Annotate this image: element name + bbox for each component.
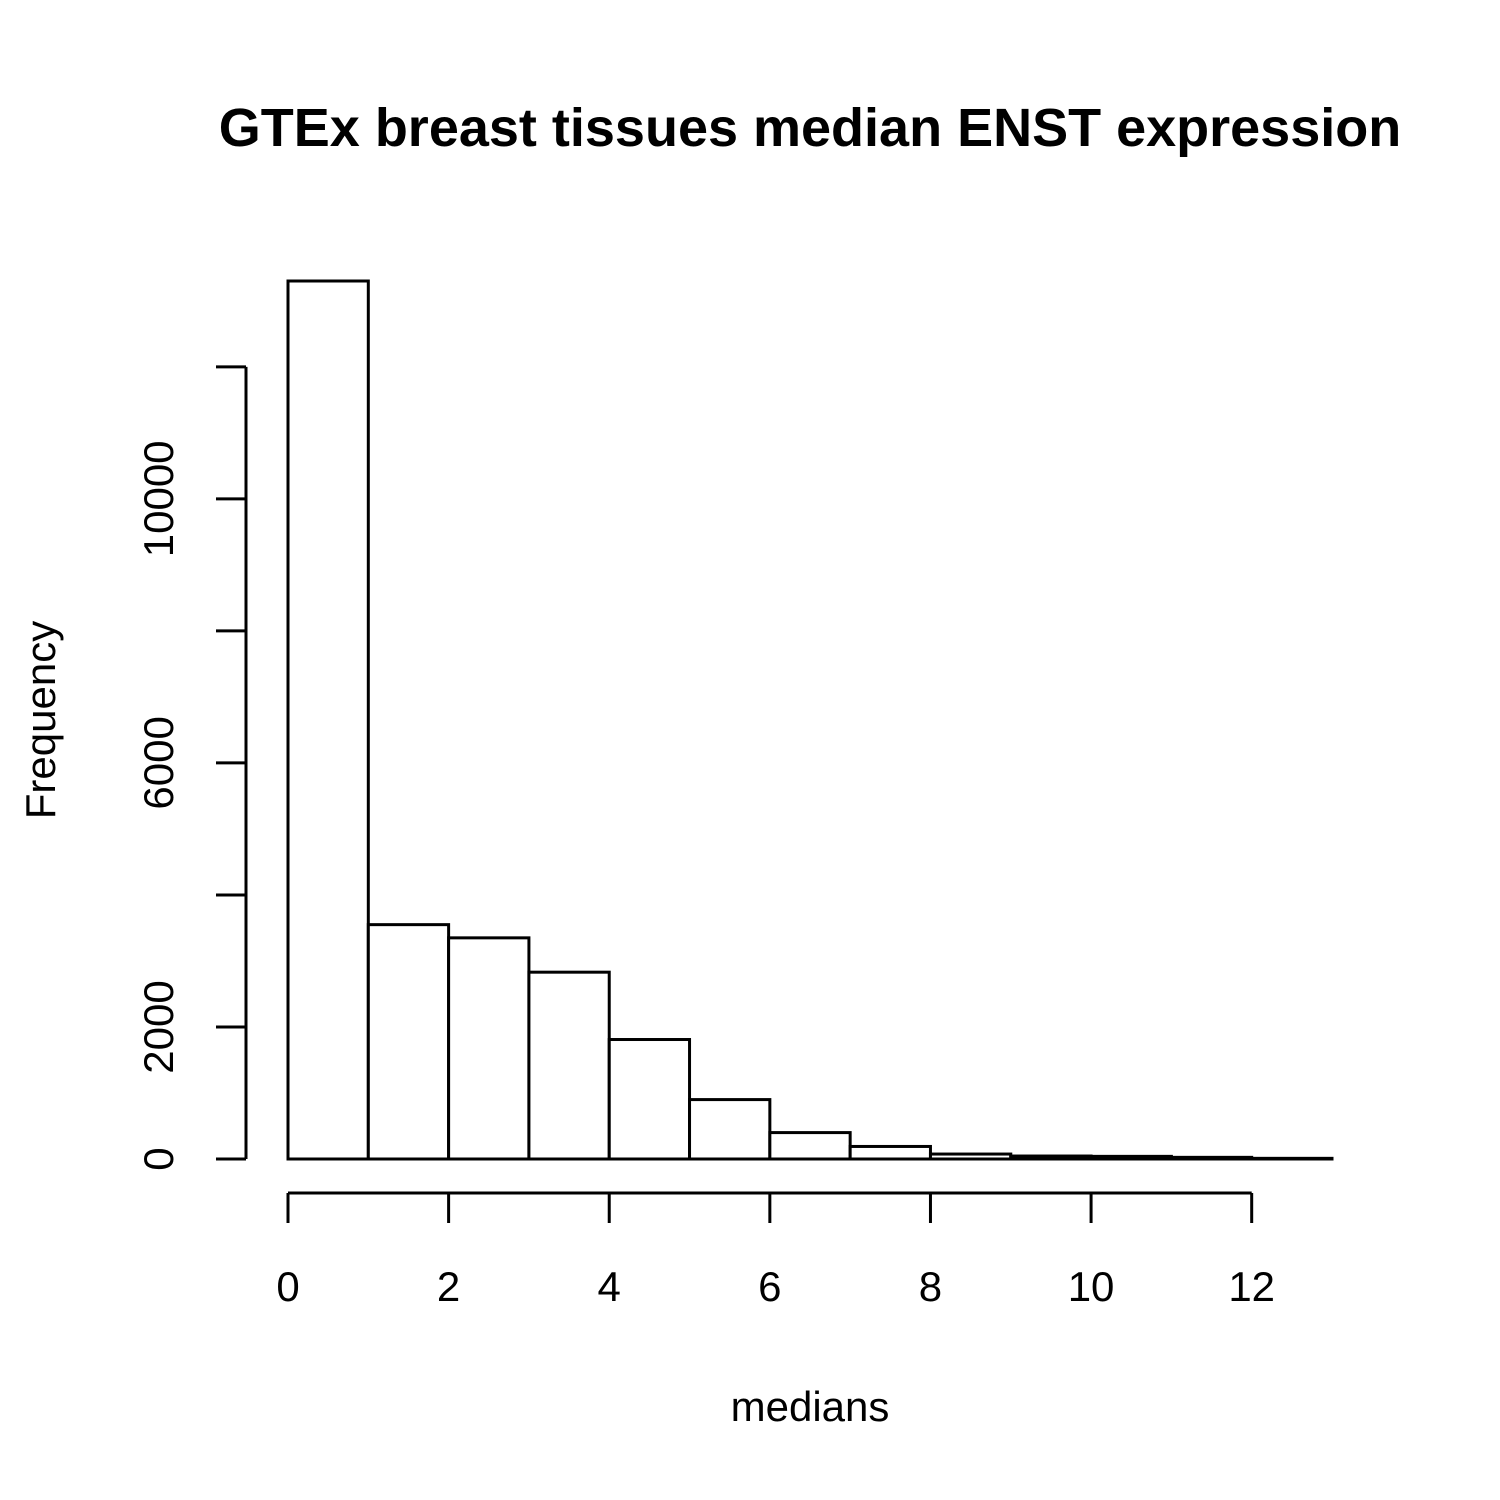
y-axis-title: Frequency	[17, 621, 64, 819]
x-axis: 0 2 4 6 8 10 12	[276, 1191, 1275, 1310]
histogram-bar	[286, 279, 370, 1161]
y-tick-label: 6000	[135, 716, 182, 809]
histogram-bar	[1009, 1154, 1093, 1161]
x-tick-label: 2	[437, 1263, 460, 1310]
histogram-bar	[688, 1098, 772, 1161]
chart-title: GTEx breast tissues median ENST expressi…	[219, 98, 1401, 158]
histogram-bar	[447, 936, 531, 1161]
x-tick-label: 0	[276, 1263, 299, 1310]
y-tick-label: 10000	[135, 440, 182, 557]
histogram-bar	[607, 1038, 692, 1161]
histogram-bar	[928, 1152, 1013, 1161]
histogram-bar	[1250, 1156, 1334, 1161]
histogram-bar	[848, 1144, 932, 1161]
histogram-bar	[527, 970, 611, 1161]
y-tick-label: 2000	[135, 980, 182, 1073]
x-tick-label: 10	[1068, 1263, 1115, 1310]
histogram-bar	[1089, 1154, 1173, 1161]
histogram-bar	[768, 1131, 852, 1161]
x-axis-title: medians	[731, 1383, 890, 1430]
histogram-bar	[1169, 1155, 1254, 1161]
histogram-bar	[366, 923, 451, 1161]
y-tick-label: 0	[135, 1147, 182, 1170]
x-tick-label: 6	[758, 1263, 781, 1310]
x-tick-label: 4	[598, 1263, 621, 1310]
x-tick-label: 12	[1228, 1263, 1275, 1310]
y-axis: 0 2000 6000 10000	[135, 365, 248, 1171]
bars	[286, 279, 1334, 1161]
x-tick-label: 8	[919, 1263, 942, 1310]
